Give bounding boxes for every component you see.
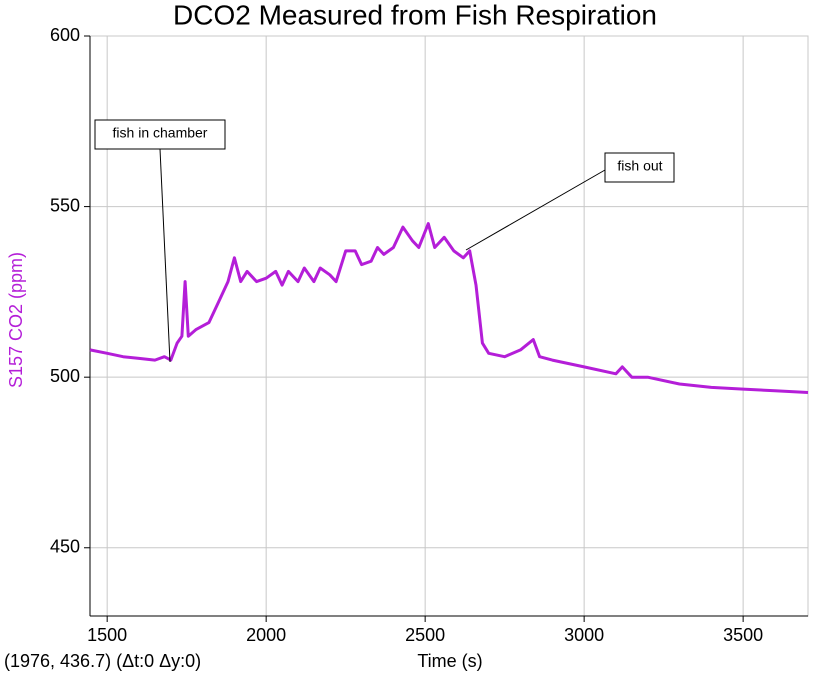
chart-title: DCO2 Measured from Fish Respiration: [173, 0, 657, 30]
x-tick-label: 2000: [246, 625, 286, 645]
y-tick-label: 500: [50, 366, 80, 386]
x-tick-label: 3000: [564, 625, 604, 645]
y-tick-label: 550: [50, 195, 80, 215]
annotation-leader: [159, 148, 171, 363]
annotation-leader: [465, 169, 606, 251]
annotation: fish out: [617, 158, 662, 174]
y-tick-label: 600: [50, 25, 80, 45]
y-tick-label: 450: [50, 537, 80, 557]
x-axis-label: Time (s): [417, 651, 482, 671]
x-tick-label: 3500: [723, 625, 763, 645]
x-tick-label: 1500: [87, 625, 127, 645]
cursor-readout: (1976, 436.7) (Δt:0 Δy:0): [4, 651, 201, 671]
annotation: fish in chamber: [113, 125, 208, 141]
data-line: [89, 222, 809, 394]
annotation-box: [94, 119, 226, 150]
plot-area: 450 500 550 600 1500 2000 2500 3000 3500: [50, 25, 809, 645]
x-tick-label: 2500: [405, 625, 445, 645]
annotation-box: [604, 152, 675, 183]
y-axis-label: S157 CO2 (ppm): [6, 252, 26, 388]
